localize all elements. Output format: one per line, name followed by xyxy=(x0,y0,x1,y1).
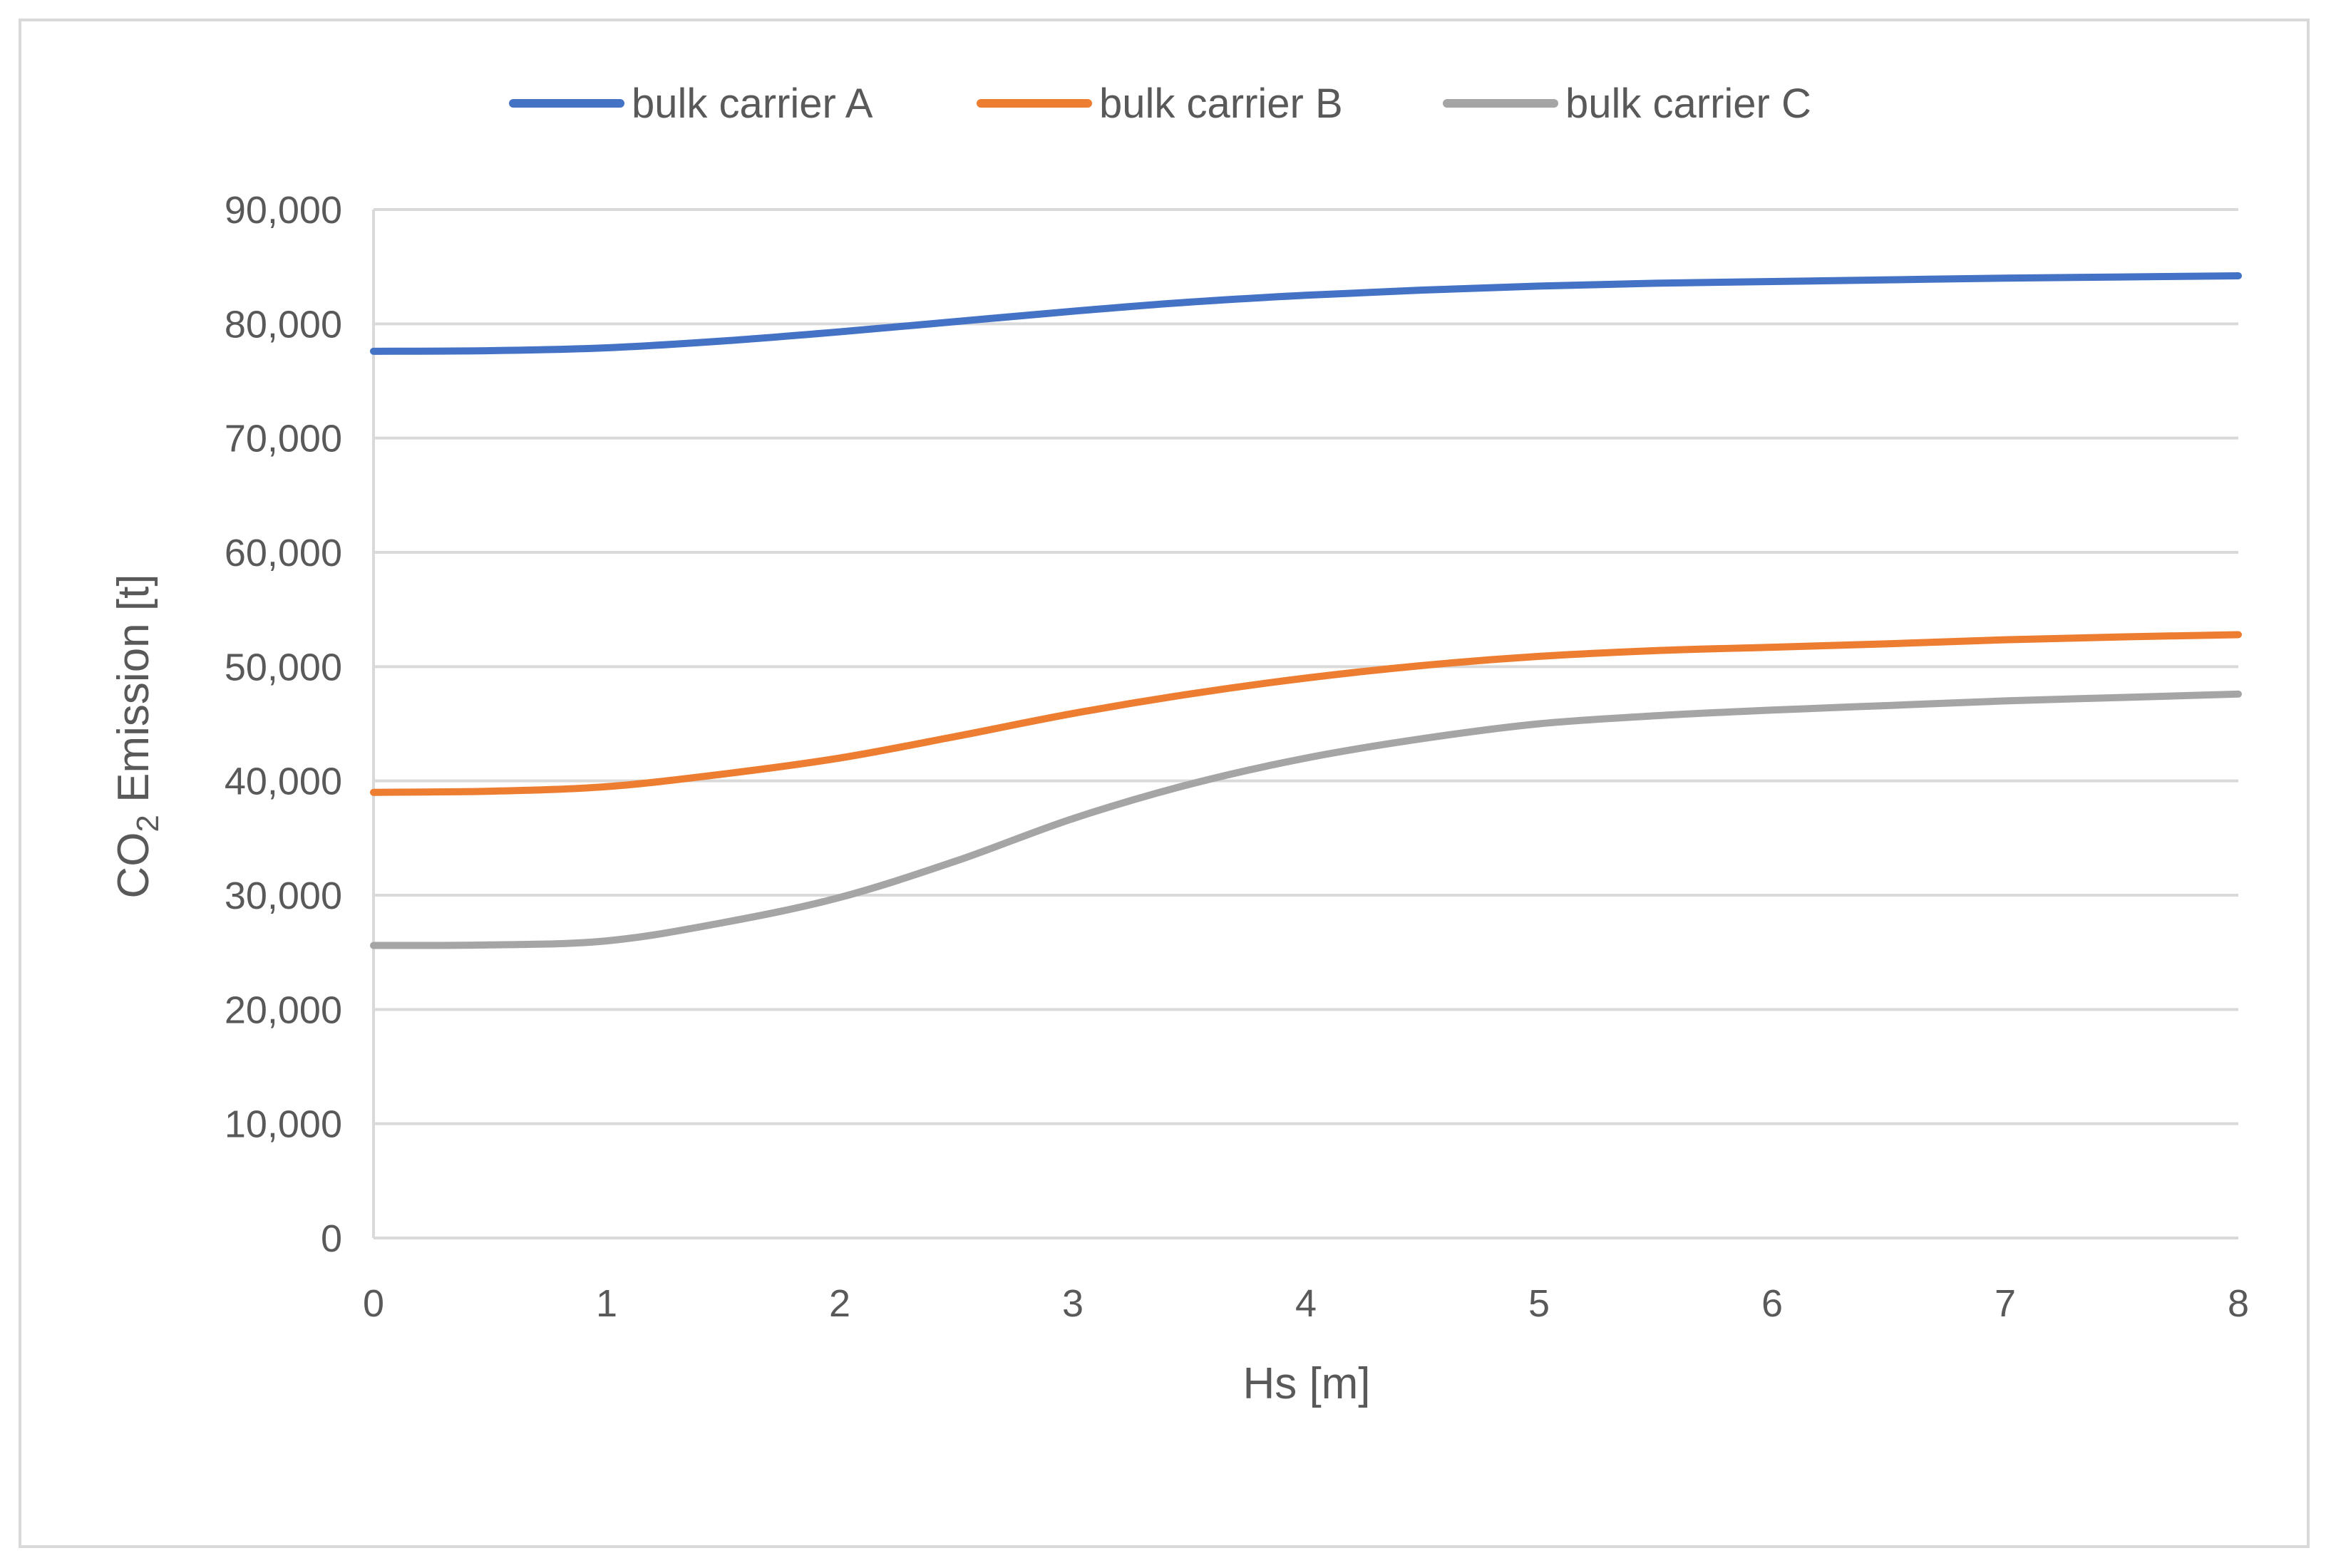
x-axis-title: Hs [m] xyxy=(1242,1359,1370,1408)
y-tick-label: 10,000 xyxy=(225,1103,342,1146)
x-tick-label: 6 xyxy=(1761,1282,1783,1325)
line-chart: 0 10,000 20,000 30,000 40,000 50,000 60,000 70,… xyxy=(109,81,2249,1408)
y-axis-title: CO2 Emission [t] xyxy=(109,574,165,898)
y-tick-label: 80,000 xyxy=(225,303,342,346)
y-axis-title-main: CO xyxy=(109,832,158,899)
y-tick-label: 20,000 xyxy=(225,989,342,1031)
x-tick-label: 8 xyxy=(2228,1282,2249,1325)
x-tick-label: 7 xyxy=(1995,1282,2016,1325)
x-tick-label: 3 xyxy=(1062,1282,1084,1325)
legend: bulk carrier A bulk carrier B bulk carrier… xyxy=(509,81,1811,127)
series-line-bulk-carrier-c xyxy=(370,690,2242,949)
legend-label: bulk carrier C xyxy=(1565,81,1811,127)
y-tick-label: 30,000 xyxy=(225,875,342,917)
y-tick-label: 60,000 xyxy=(225,532,342,574)
x-tick-label: 0 xyxy=(363,1282,384,1325)
chart-frame: 0 10,000 20,000 30,000 40,000 50,000 60,000 70,… xyxy=(19,19,2310,1548)
y-axis-title-subscript: 2 xyxy=(130,815,165,832)
y-axis-title-rest: Emission [t] xyxy=(109,574,158,815)
y-tick-label: 0 xyxy=(321,1217,342,1260)
y-tick-label: 70,000 xyxy=(225,418,342,460)
x-tick-label: 2 xyxy=(829,1282,850,1325)
legend-label: bulk carrier A xyxy=(632,81,873,127)
x-tick-label: 4 xyxy=(1295,1282,1317,1325)
x-tick-label: 1 xyxy=(596,1282,617,1325)
series-lines xyxy=(370,272,2242,949)
y-tick-label: 40,000 xyxy=(225,760,342,803)
axes: 0 10,000 20,000 30,000 40,000 50,000 60,000 70,… xyxy=(225,189,2249,1325)
y-tick-label: 50,000 xyxy=(225,646,342,688)
x-tick-label: 5 xyxy=(1528,1282,1550,1325)
series-line-bulk-carrier-b xyxy=(370,631,2242,796)
series-line-bulk-carrier-a xyxy=(370,272,2242,355)
y-tick-label: 90,000 xyxy=(225,189,342,232)
legend-label: bulk carrier B xyxy=(1099,81,1343,127)
